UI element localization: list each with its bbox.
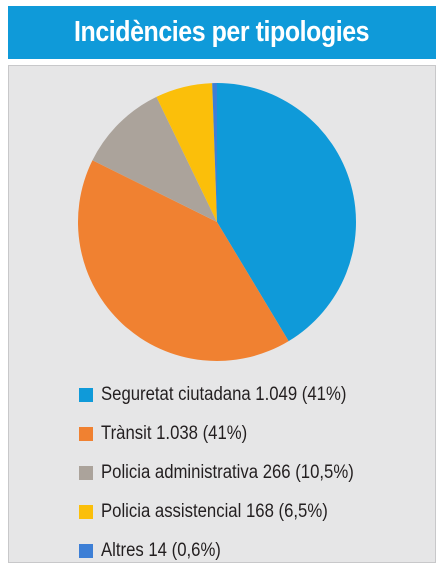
legend-item-transit: Trànsit 1.038 (41%) [79, 421, 388, 447]
chart-title: Incidències per tipologies [74, 16, 370, 48]
legend-item-altres: Altres 14 (0,6%) [79, 538, 388, 564]
legend-swatch-altres [79, 544, 93, 558]
legend-swatch-transit [79, 427, 93, 441]
legend-swatch-policia-administrativa [79, 466, 93, 480]
pie-chart [77, 82, 356, 362]
pie-slice [156, 83, 217, 222]
pie-slice [212, 82, 217, 222]
legend-label-altres: Altres 14 (0,6%) [101, 540, 221, 561]
chart-panel: Seguretat ciutadana 1.049 (41%) Trànsit … [8, 65, 436, 563]
legend-label-policia-assistencial: Policia assistencial 168 (6,5%) [101, 501, 328, 522]
legend: Seguretat ciutadana 1.049 (41%) Trànsit … [79, 382, 388, 564]
legend-swatch-seguretat-ciutadana [79, 388, 93, 402]
pie-slice [92, 96, 217, 222]
legend-item-policia-assistencial: Policia assistencial 168 (6,5%) [79, 499, 388, 525]
legend-label-transit: Trànsit 1.038 (41%) [101, 423, 248, 444]
title-banner: Incidències per tipologies [8, 6, 436, 59]
legend-swatch-policia-assistencial [79, 505, 93, 519]
legend-item-policia-administrativa: Policia administrativa 266 (10,5%) [79, 460, 388, 486]
pie-slice [77, 160, 289, 362]
pie-slice [217, 83, 356, 342]
legend-label-policia-administrativa: Policia administrativa 266 (10,5%) [101, 462, 354, 483]
legend-label-seguretat-ciutadana: Seguretat ciutadana 1.049 (41%) [101, 384, 347, 405]
legend-item-seguretat-ciutadana: Seguretat ciutadana 1.049 (41%) [79, 382, 388, 408]
